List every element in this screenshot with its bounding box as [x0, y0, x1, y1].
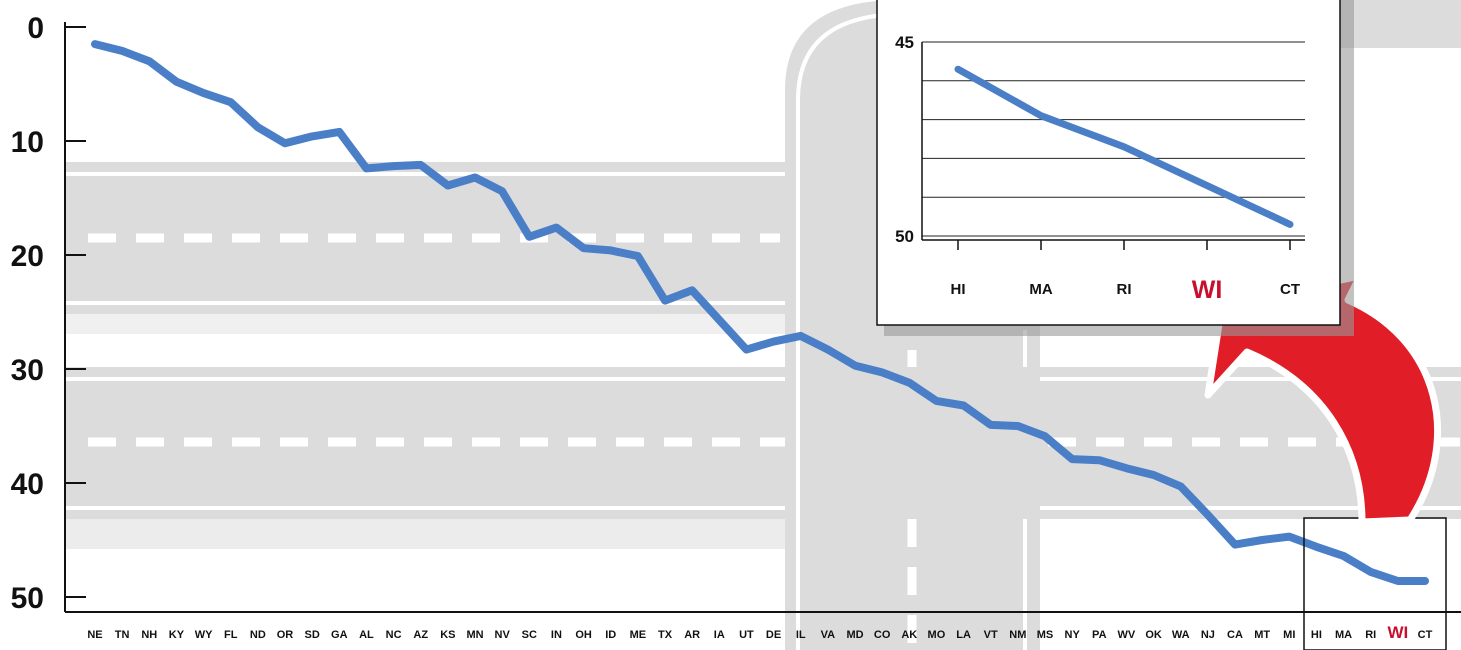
x-tick-label: WY: [195, 629, 213, 641]
x-tick-label: NC: [386, 629, 402, 641]
x-tick-label: ND: [250, 629, 266, 641]
x-tick-label: AR: [684, 629, 700, 641]
x-tick-label: MO: [928, 629, 946, 641]
x-tick-label: DE: [766, 629, 781, 641]
x-tick-label: GA: [331, 629, 348, 641]
x-tick-label: MI: [1283, 629, 1295, 641]
x-tick-label: KY: [169, 629, 185, 641]
inset-x-tick-label: MA: [1029, 281, 1052, 298]
x-tick-label: WV: [1118, 629, 1136, 641]
x-tick-label: NV: [495, 629, 511, 641]
x-tick-label: NH: [141, 629, 157, 641]
x-tick-label: MT: [1254, 629, 1270, 641]
inset-x-tick-label: CT: [1280, 281, 1300, 298]
y-tick-label: 10: [11, 126, 44, 159]
x-tick-label: IN: [551, 629, 562, 641]
x-tick-label: HI: [1311, 629, 1322, 641]
x-tick-label: AK: [901, 629, 917, 641]
road-edge-line: [65, 301, 785, 305]
x-tick-label: UT: [739, 629, 754, 641]
x-tick-label: MN: [466, 629, 483, 641]
x-tick-label: MA: [1335, 629, 1352, 641]
y-tick-label: 50: [11, 582, 44, 615]
x-tick-label: FL: [224, 629, 238, 641]
inset-x-tick-label: RI: [1117, 281, 1132, 298]
x-tick-label: SD: [305, 629, 320, 641]
x-tick-label: PA: [1092, 629, 1107, 641]
inset-x-tick-label: HI: [951, 281, 966, 298]
x-tick-label: TN: [115, 629, 130, 641]
x-tick-label: SC: [522, 629, 537, 641]
x-tick-label: MS: [1037, 629, 1054, 641]
x-tick-label: CA: [1227, 629, 1243, 641]
x-tick-label: OH: [575, 629, 592, 641]
x-tick-label: NJ: [1201, 629, 1215, 641]
y-tick-label: 0: [27, 12, 44, 45]
x-tick-label: IL: [796, 629, 806, 641]
inset-y-tick-label: 45: [895, 33, 914, 52]
x-tick-label: WA: [1172, 629, 1190, 641]
inset-frame: [876, 0, 1341, 326]
inset-series-line: [954, 65, 1294, 228]
x-tick-label: MD: [846, 629, 863, 641]
x-tick-label: AL: [359, 629, 374, 641]
x-tick-label: VA: [821, 629, 836, 641]
road-edge-line: [65, 377, 1461, 381]
inset-x-tick-label: WI: [1192, 276, 1223, 304]
x-tick-label: TX: [658, 629, 673, 641]
x-tick-label: RI: [1365, 629, 1376, 641]
x-tick-label: NY: [1065, 629, 1081, 641]
x-tick-label: AZ: [413, 629, 428, 641]
x-tick-label: WI: [1387, 623, 1408, 642]
y-tick-label: 30: [11, 354, 44, 387]
y-tick-label: 20: [11, 240, 44, 273]
x-tick-label: ID: [605, 629, 616, 641]
x-tick-label: CT: [1418, 629, 1433, 641]
inset-panel: 45 50 HI MA RI WI CT: [876, 0, 1354, 336]
x-tick-label: NE: [87, 629, 102, 641]
x-tick-label: CO: [874, 629, 891, 641]
road-lot: [1060, 548, 1305, 650]
y-tick-label: 40: [11, 468, 44, 501]
main-axes: [64, 22, 1461, 613]
inset-y-tick-label: 50: [895, 227, 914, 246]
road-edge-line: [65, 172, 785, 176]
series-line: [91, 40, 1429, 585]
x-tick-label: ME: [630, 629, 647, 641]
x-tick-label: KS: [440, 629, 455, 641]
x-tick-label: IA: [714, 629, 725, 641]
road-shoulder: [65, 519, 785, 549]
x-tick-label: VT: [984, 629, 998, 641]
road-edge-line: [65, 506, 1461, 510]
x-tick-label: LA: [956, 629, 971, 641]
x-tick-label: OK: [1145, 629, 1162, 641]
x-tick-label: OR: [277, 629, 294, 641]
x-tick-label: NM: [1009, 629, 1026, 641]
road-shoulder: [65, 314, 785, 334]
